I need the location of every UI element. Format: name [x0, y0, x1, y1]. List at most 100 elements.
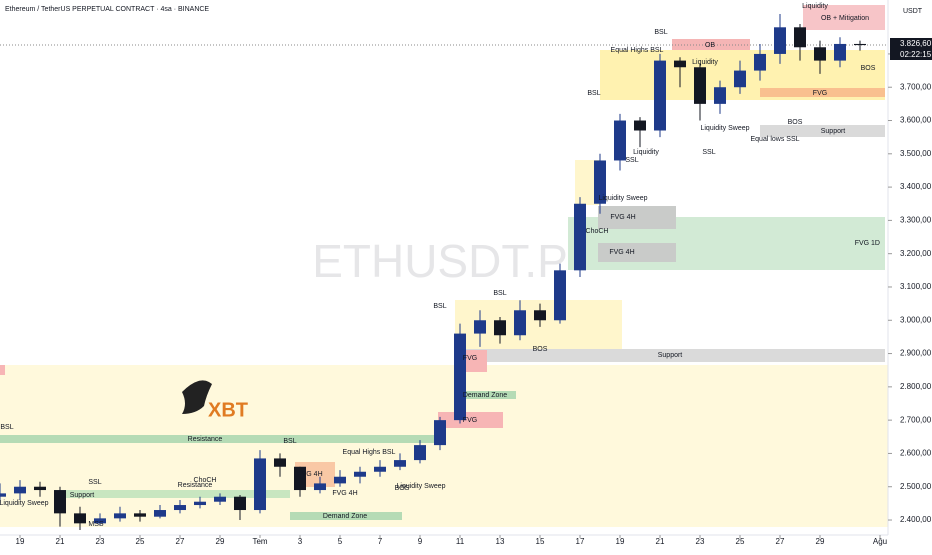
candle-body [334, 476, 346, 484]
x-tick-label: 23 [696, 537, 705, 546]
x-tick-label: 17 [576, 537, 585, 546]
zone [55, 490, 290, 498]
y-tick-label: 3.600,00 [900, 116, 932, 125]
zone [598, 243, 676, 262]
candle-body [194, 501, 206, 506]
x-tick-label: 25 [736, 537, 745, 546]
x-tick-label: 29 [216, 537, 225, 546]
annotation: Support [658, 352, 683, 359]
candle-body [854, 43, 866, 46]
currency: USDT [903, 8, 923, 15]
x-tick-label: Tem [252, 537, 267, 546]
annotation: BSL [654, 29, 667, 36]
annotation: BOS [533, 346, 548, 353]
candle-body [634, 120, 646, 131]
annotation: FVG [813, 90, 827, 97]
zone [462, 391, 516, 399]
candle-body [454, 333, 466, 421]
candle-body [694, 67, 706, 104]
candle-body [594, 160, 606, 204]
y-tick-label: 3.400,00 [900, 182, 932, 191]
candle-body [134, 513, 146, 517]
candle-body [374, 466, 386, 472]
annotation: FVG [463, 355, 477, 362]
y-tick-label: 3.200,00 [900, 249, 932, 258]
candle-body [274, 458, 286, 467]
candle-body [394, 460, 406, 467]
x-tick-label: 21 [56, 537, 65, 546]
candle-body [814, 47, 826, 61]
candle-body [774, 27, 786, 54]
candle-body [554, 270, 566, 321]
candle-body [534, 310, 546, 321]
annotation: BOS [788, 119, 803, 126]
candles [0, 13, 866, 531]
x-tick-label: 21 [656, 537, 665, 546]
annotation: ChoCH [586, 228, 609, 235]
y-tick-label: 2.900,00 [900, 349, 932, 358]
annotation: BSL [433, 303, 446, 310]
annotation: BOS [861, 65, 876, 72]
annotation: Equal Highs BSL [343, 449, 396, 456]
annotation: FVG 1D [855, 240, 880, 247]
annotation: MSS [88, 521, 104, 528]
zone [0, 365, 5, 375]
annotation: BSL [0, 424, 13, 431]
candle-body [34, 486, 46, 491]
candle-body [354, 471, 366, 477]
zone [598, 206, 676, 229]
logo-icon [182, 380, 212, 414]
y-tick-label: 3.700,00 [900, 82, 932, 91]
annotation: Liquidity Sweep [598, 195, 647, 202]
zone [290, 512, 402, 520]
x-tick-label: 23 [96, 537, 105, 546]
candle-body [54, 490, 66, 514]
annotation: BSL [587, 90, 600, 97]
candle-body [714, 87, 726, 104]
zone [803, 5, 885, 30]
candle-body [754, 53, 766, 71]
annotation: Support [70, 492, 95, 499]
annotation: Demand Zone [323, 513, 367, 520]
x-tick-label: 27 [776, 537, 785, 546]
annotation: Liquidity [802, 3, 828, 10]
annotations: FVG 1D FVG 4H FVG 4H Support Support Support R… [0, 3, 880, 528]
y-tick-label: 2.700,00 [900, 415, 932, 424]
annotation: FVG 4H [332, 490, 357, 497]
last-price: 3.826,60 [900, 39, 932, 48]
candle-body [434, 420, 446, 446]
y-tick-label: 2.800,00 [900, 382, 932, 391]
candle-body [514, 310, 526, 336]
annotation: Equal Highs BSL [611, 47, 664, 54]
candle-body [154, 510, 166, 517]
annotation: FVG 4H [297, 471, 322, 478]
candle-body [94, 518, 106, 524]
zone [460, 349, 885, 362]
candle-body [74, 513, 86, 524]
candle-body [574, 203, 586, 271]
y-tick-label: 3.300,00 [900, 216, 932, 225]
zone [0, 435, 440, 443]
candle-body [294, 466, 306, 491]
annotation: ChoCH [194, 477, 217, 484]
candle-body [234, 496, 246, 511]
annotation: Liquidity Sweep [396, 483, 445, 490]
y-tick-label: 3.500,00 [900, 149, 932, 158]
annotation: OB [705, 42, 715, 49]
candle-body [14, 486, 26, 494]
x-tick-label: 19 [16, 537, 25, 546]
y-tick-label: 3.100,00 [900, 282, 932, 291]
x-tick-label: 15 [536, 537, 545, 546]
x-tick-label: Ağu [873, 537, 887, 546]
annotation: Liquidity Sweep [0, 500, 49, 507]
x-tick-label: 13 [496, 537, 505, 546]
candle-body [174, 505, 186, 511]
candle-body [614, 120, 626, 161]
annotation: BSL [283, 438, 296, 445]
x-tick-label: 5 [338, 537, 343, 546]
logo: XBT [182, 380, 248, 421]
candle-body [794, 27, 806, 48]
zone [460, 350, 487, 372]
y-tick-label: 2.600,00 [900, 449, 932, 458]
